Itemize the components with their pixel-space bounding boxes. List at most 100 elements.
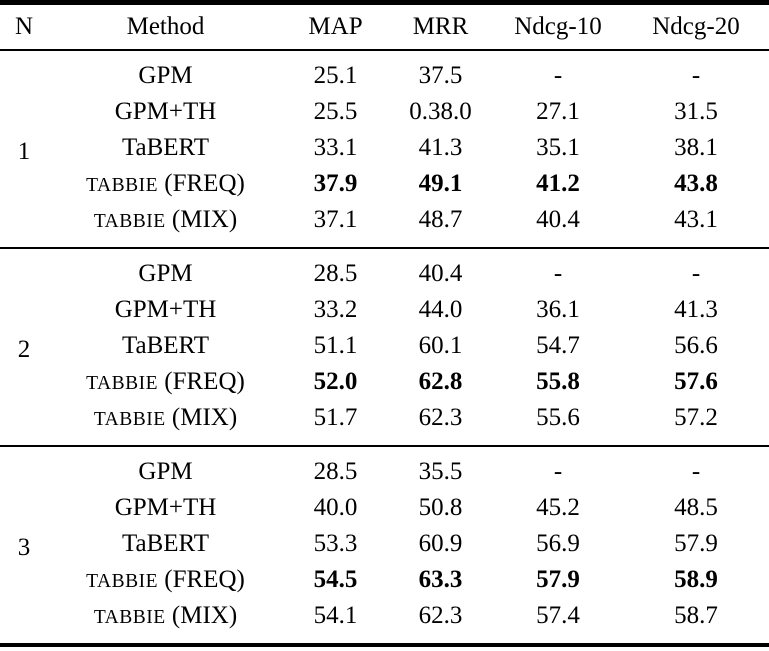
value-cell: 50.8 xyxy=(418,493,463,521)
value-cell: 35.5 xyxy=(418,457,463,485)
value-cell: 62.3 xyxy=(418,601,463,629)
table-row: GPM+TH 33.2 44.0 36.1 41.3 xyxy=(0,292,769,328)
value-cell: 55.6 xyxy=(536,403,580,431)
header-row: N Method MAP MRR Ndcg-10 Ndcg-20 xyxy=(0,3,769,50)
value-cell: 57.6 xyxy=(674,367,718,395)
value-cell: 33.2 xyxy=(313,295,358,323)
smallcaps-method-name: TABBIE xyxy=(86,372,159,394)
method-cell: GPM xyxy=(138,457,193,485)
value-cell: 55.8 xyxy=(536,367,580,395)
column-header-map: MAP xyxy=(308,12,363,40)
value-cell: 43.1 xyxy=(674,205,718,233)
method-cell: TABBIE (MIX) xyxy=(93,403,238,431)
value-cell: 40.4 xyxy=(536,205,580,233)
column-header-n: N xyxy=(14,12,34,40)
value-cell: 51.1 xyxy=(313,331,358,359)
value-cell: 37.9 xyxy=(313,169,358,197)
table-row: TaBERT 33.1 41.3 35.1 38.1 xyxy=(0,130,769,166)
table-row: 1 GPM 25.1 37.5 - - xyxy=(0,50,769,166)
value-cell: - xyxy=(553,259,563,287)
value-cell: 25.5 xyxy=(313,97,358,125)
value-cell: 35.1 xyxy=(536,133,580,161)
value-cell: 38.1 xyxy=(674,133,718,161)
table-row: TABBIE (MIX) 51.7 62.3 55.6 57.2 xyxy=(0,400,769,446)
value-cell: 54.5 xyxy=(313,565,358,593)
value-cell: 57.2 xyxy=(674,403,718,431)
value-cell: 25.1 xyxy=(313,61,358,89)
value-cell: 40.0 xyxy=(313,493,358,521)
table-row: GPM+TH 25.5 0.38.0 27.1 31.5 xyxy=(0,94,769,130)
value-cell: 37.1 xyxy=(313,205,358,233)
value-cell: - xyxy=(691,457,701,485)
value-cell: 44.0 xyxy=(418,295,463,323)
value-cell: 54.7 xyxy=(536,331,580,359)
smallcaps-method-name: TABBIE xyxy=(93,210,166,232)
method-cell: GPM+TH xyxy=(114,295,217,323)
value-cell: - xyxy=(553,61,563,89)
column-header-ndcg10: Ndcg-10 xyxy=(514,12,602,40)
group-n-3: 3 GPM 28.5 35.5 - - GPM+TH 40.0 50.8 45.2 48.5 TaBE… xyxy=(0,445,769,645)
value-cell: 48.7 xyxy=(418,205,463,233)
table-row: TABBIE (MIX) 37.1 48.7 40.4 43.1 xyxy=(0,202,769,248)
group-n-label: 3 xyxy=(17,534,31,561)
value-cell: 58.9 xyxy=(674,565,718,593)
table-row: TABBIE (MIX) 54.1 62.3 57.4 58.7 xyxy=(0,598,769,645)
value-cell: 36.1 xyxy=(536,295,580,323)
value-cell: 41.3 xyxy=(418,133,463,161)
value-cell: 56.6 xyxy=(674,331,718,359)
value-cell: 37.5 xyxy=(418,61,463,89)
table-row: 3 GPM 28.5 35.5 - - xyxy=(0,446,769,562)
value-cell: 51.7 xyxy=(313,403,358,431)
table-row: TaBERT 51.1 60.1 54.7 56.6 xyxy=(0,328,769,364)
table-row: TABBIE (FREQ) 54.5 63.3 57.9 58.9 xyxy=(0,562,769,598)
value-cell: 58.7 xyxy=(674,601,718,629)
value-cell: 27.1 xyxy=(536,97,580,125)
value-cell: - xyxy=(691,61,701,89)
value-cell: 57.9 xyxy=(674,529,718,557)
table-row: 2 GPM 28.5 40.4 - - xyxy=(0,248,769,364)
value-cell: 62.3 xyxy=(418,403,463,431)
value-cell: 0.38.0 xyxy=(409,97,472,125)
column-header-ndcg20: Ndcg-20 xyxy=(652,12,740,40)
value-cell: 40.4 xyxy=(418,259,463,287)
value-cell: 41.3 xyxy=(674,295,718,323)
value-cell: 28.5 xyxy=(313,457,358,485)
value-cell: 54.1 xyxy=(313,601,358,629)
value-cell: 63.3 xyxy=(418,565,463,593)
value-cell: 33.1 xyxy=(313,133,358,161)
value-cell: 57.9 xyxy=(536,565,580,593)
group-n-1: 1 GPM 25.1 37.5 - - GPM+TH 25.5 0.38.0 27.1 31.5 Ta… xyxy=(0,50,769,248)
method-cell: TABBIE (FREQ) xyxy=(86,169,245,197)
value-cell: 57.4 xyxy=(536,601,580,629)
method-cell: TABBIE (MIX) xyxy=(93,601,238,629)
smallcaps-method-name: TABBIE xyxy=(86,174,159,196)
method-cell: GPM xyxy=(138,259,193,287)
group-n-2: 2 GPM 28.5 40.4 - - GPM+TH 33.2 44.0 36.1 41.3 TaBE… xyxy=(0,247,769,446)
method-cell: TABBIE (FREQ) xyxy=(86,367,245,395)
method-cell: GPM+TH xyxy=(114,493,217,521)
value-cell: 28.5 xyxy=(313,259,358,287)
value-cell: 45.2 xyxy=(536,493,580,521)
value-cell: 48.5 xyxy=(674,493,718,521)
method-cell: TABBIE (FREQ) xyxy=(86,565,245,593)
value-cell: - xyxy=(553,457,563,485)
table-row: TABBIE (FREQ) 37.9 49.1 41.2 43.8 xyxy=(0,166,769,202)
table-row: TABBIE (FREQ) 52.0 62.8 55.8 57.6 xyxy=(0,364,769,400)
group-n-label: 2 xyxy=(17,336,31,363)
value-cell: 49.1 xyxy=(418,169,463,197)
value-cell: 60.1 xyxy=(418,331,463,359)
column-header-mrr: MRR xyxy=(412,12,469,40)
value-cell: 56.9 xyxy=(536,529,580,557)
table-header: N Method MAP MRR Ndcg-10 Ndcg-20 xyxy=(0,3,769,50)
value-cell: 62.8 xyxy=(418,367,463,395)
value-cell: 31.5 xyxy=(674,97,718,125)
smallcaps-method-name: TABBIE xyxy=(93,606,166,628)
method-cell: GPM xyxy=(138,61,193,89)
smallcaps-method-name: TABBIE xyxy=(93,408,166,430)
table-row: GPM+TH 40.0 50.8 45.2 48.5 xyxy=(0,490,769,526)
smallcaps-method-name: TABBIE xyxy=(86,570,159,592)
method-cell: TABBIE (MIX) xyxy=(93,205,238,233)
method-cell: TaBERT xyxy=(121,529,209,557)
value-cell: 41.2 xyxy=(536,169,580,197)
group-n-label: 1 xyxy=(17,138,31,165)
